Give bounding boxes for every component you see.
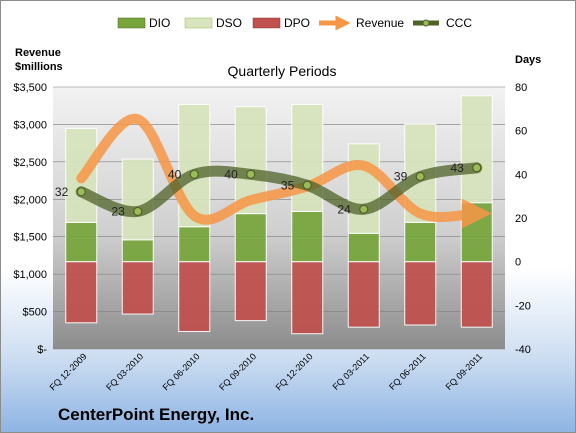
legend-item-ccc: CCC: [413, 16, 472, 30]
bar-dpo: [65, 261, 98, 324]
bar-dio: [65, 221, 98, 263]
right-tick-label: 80: [515, 82, 527, 94]
legend-item-revenue: Revenue: [319, 15, 404, 31]
left-tick-label: $3,500: [13, 82, 47, 94]
ccc-data-label: 39: [394, 170, 408, 184]
x-tick-label: FQ 12-2010: [274, 351, 315, 392]
legend-label-dio: DIO: [149, 16, 170, 30]
bar-dio: [404, 221, 437, 263]
ccc-point: [246, 169, 256, 179]
bar-dpo: [178, 261, 211, 333]
bar-dpo: [234, 261, 267, 322]
ccc-point: [189, 169, 199, 179]
legend-swatch-dpo: [252, 17, 281, 29]
legend-item-dio: DIO: [117, 16, 170, 30]
left-axis-title-line2: $millions: [15, 61, 63, 73]
bar-dio: [291, 210, 324, 263]
left-tick-label: $-: [37, 344, 47, 356]
legend-swatch-dio: [117, 17, 146, 29]
bar-dpo: [404, 261, 437, 326]
lines-layer: [75, 114, 492, 229]
bar-dio: [121, 239, 154, 263]
legend-label-ccc: CCC: [446, 16, 472, 30]
left-tick-label: $500: [23, 307, 47, 319]
left-axis-ticks: $- $500 $1,000 $1,500 $2,000 $2,500 $3,000 $3,5…: [13, 82, 47, 356]
x-axis-ticks: FQ 12-2009 FQ 03-2010 FQ 06-2010 FQ 09-2010…: [48, 351, 485, 392]
x-tick-label: FQ 03-2011: [331, 351, 372, 392]
bar-dso: [347, 143, 380, 234]
legend: DIO DSO DPO Revenue CCC: [117, 15, 472, 31]
right-tick-label: 60: [515, 126, 527, 138]
ccc-point: [472, 163, 482, 173]
legend-marker-ccc: [422, 19, 430, 27]
x-tick-label: FQ 09-2011: [444, 351, 485, 392]
right-axis-title: Days: [515, 54, 541, 66]
left-tick-label: $3,000: [13, 119, 47, 131]
chart-title: Quarterly Periods: [228, 63, 337, 79]
ccc-data-label: 40: [224, 167, 238, 181]
left-tick-label: $2,000: [13, 194, 47, 206]
revenue-line: [76, 114, 492, 229]
left-tick-label: $1,500: [13, 232, 47, 244]
bars-layer: [65, 95, 493, 335]
right-tick-label: -20: [515, 300, 531, 312]
ccc-point: [359, 204, 369, 214]
right-axis-ticks: -40 -20 0 20 40 60 80: [515, 82, 531, 356]
x-tick-label: FQ 09-2010: [217, 351, 258, 392]
x-tick-label: FQ 06-2010: [161, 351, 202, 392]
legend-label-dpo: DPO: [284, 16, 310, 30]
ccc-point: [133, 206, 143, 217]
bar-dio: [234, 213, 267, 263]
legend-item-dso: DSO: [184, 16, 242, 30]
ccc-data-label: 24: [337, 202, 351, 216]
legend-swatch-dso: [184, 17, 213, 29]
left-tick-label: $1,000: [13, 269, 47, 281]
x-tick-label: FQ 06-2011: [387, 351, 428, 392]
bar-dpo: [121, 261, 154, 315]
legend-label-revenue: Revenue: [356, 16, 404, 30]
bar-dpo: [291, 261, 324, 335]
x-tick-label: FQ 03-2010: [104, 351, 145, 392]
left-axis-title-line1: Revenue: [15, 47, 61, 59]
ccc-line: [75, 162, 483, 218]
bar-dpo: [347, 261, 380, 328]
right-tick-label: 0: [515, 257, 521, 269]
legend-label-dso: DSO: [216, 16, 242, 30]
bar-dpo: [460, 261, 493, 328]
ccc-data-label: 43: [450, 161, 464, 175]
data-labels-layer: 32 23 40 40 35 24 39 43: [55, 161, 464, 219]
ccc-data-label: 23: [111, 204, 125, 218]
x-tick-label: FQ 12-2009: [48, 351, 89, 392]
left-tick-label: $2,500: [13, 157, 47, 169]
right-tick-label: 20: [515, 213, 527, 225]
bar-dso: [460, 95, 493, 204]
right-tick-label: -40: [515, 344, 531, 356]
right-tick-label: 40: [515, 169, 527, 181]
ccc-point: [76, 187, 86, 197]
ccc-data-label: 32: [55, 185, 69, 199]
bar-dio: [178, 226, 211, 263]
company-name: CenterPoint Energy, Inc.: [58, 405, 254, 424]
ccc-point: [302, 180, 312, 190]
ccc-data-label: 40: [168, 167, 182, 181]
ccc-point: [415, 171, 425, 182]
ccc-data-label: 35: [281, 178, 295, 192]
legend-item-dpo: DPO: [252, 16, 310, 30]
bar-dso: [121, 158, 154, 241]
bar-dio: [347, 232, 380, 263]
